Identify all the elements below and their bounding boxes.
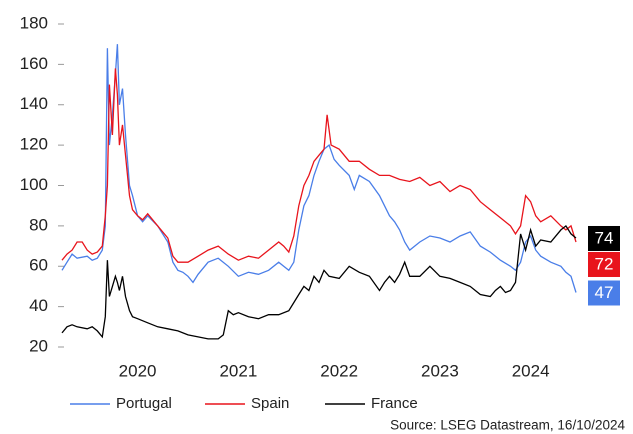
end-label: 47: [595, 283, 614, 302]
x-tick-label: 2023: [421, 361, 459, 380]
x-tick-label: 2021: [219, 361, 257, 380]
y-tick-label: 140: [20, 94, 48, 113]
end-label-box: [588, 280, 620, 306]
y-tick-label: 60: [29, 256, 48, 275]
y-tick-label: 40: [29, 296, 48, 315]
y-tick-label: 160: [20, 54, 48, 73]
legend-label: Spain: [251, 395, 289, 412]
x-tick-label: 2022: [320, 361, 358, 380]
y-tick-label: 100: [20, 175, 48, 194]
series-line: [61, 224, 577, 340]
series-line: [61, 68, 577, 263]
y-tick-label: 120: [20, 135, 48, 154]
series-line: [61, 44, 577, 293]
end-label-box: [588, 225, 620, 251]
x-tick-label: 2020: [119, 361, 157, 380]
y-tick-label: 80: [29, 215, 48, 234]
end-label: 72: [595, 254, 614, 273]
source-note: Source: LSEG Datastream, 16/10/2024: [390, 418, 625, 433]
y-tick-label: 20: [29, 336, 48, 355]
end-label-box: [588, 251, 620, 277]
x-tick-label: 2024: [512, 361, 550, 380]
legend-label: France: [371, 395, 418, 412]
end-label: 74: [595, 228, 614, 247]
legend-label: Portugal: [116, 395, 172, 412]
y-tick-label: 180: [20, 13, 48, 32]
